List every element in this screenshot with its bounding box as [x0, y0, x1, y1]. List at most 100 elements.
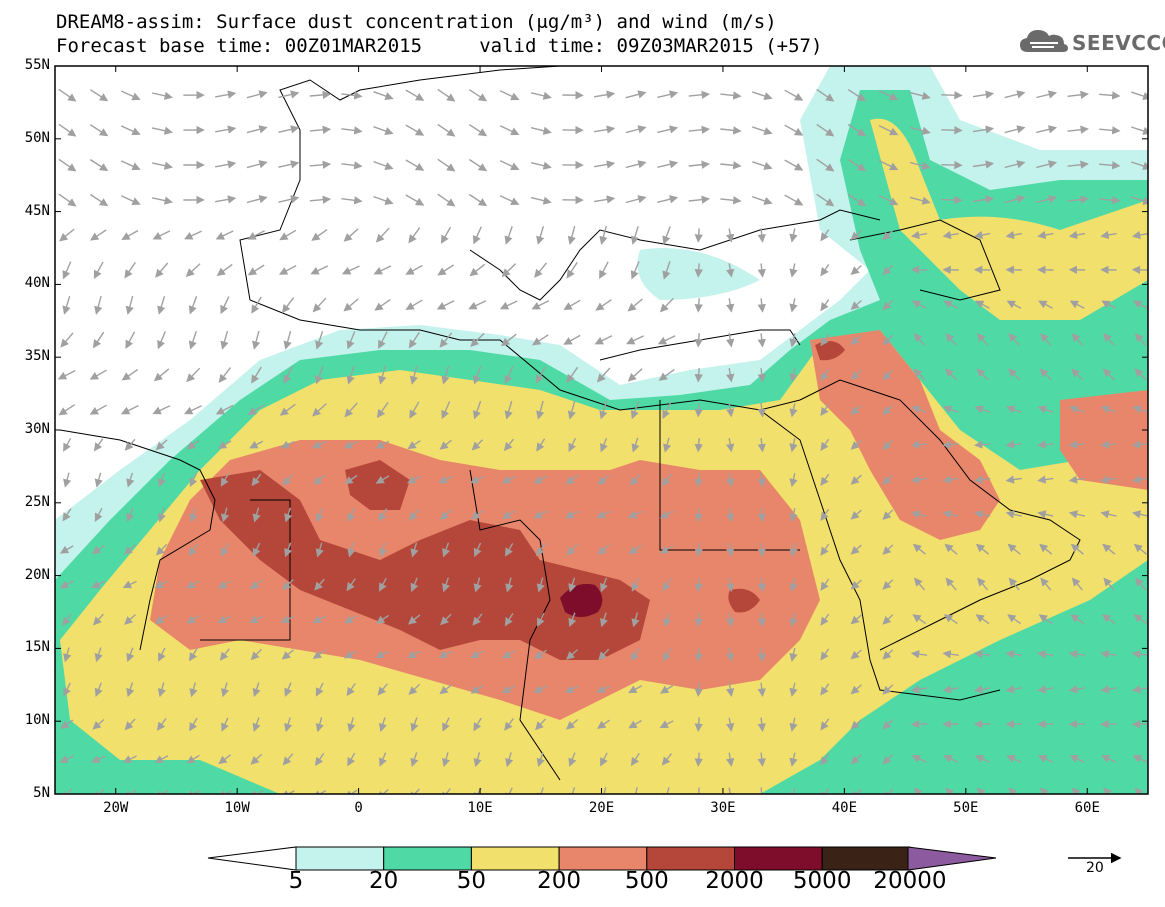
wind-arrow: [659, 510, 674, 519]
wind-arrow: [789, 507, 798, 523]
wind-arrow: [410, 752, 419, 768]
wind-arrow: [850, 789, 862, 794]
wind-vector-field: [57, 88, 1148, 794]
wind-arrow: [694, 368, 703, 383]
lat-label: 25N: [24, 493, 50, 510]
axis-ticks: [55, 65, 1148, 795]
wind-arrow: [120, 90, 141, 101]
wind-arrow: [1005, 440, 1022, 449]
wind-arrow: [312, 403, 327, 417]
wind-arrow: [185, 263, 201, 277]
seevccc-logo: SEEVCCC: [1018, 26, 1165, 58]
wind-arrow: [726, 403, 735, 418]
wind-arrow: [89, 369, 107, 380]
wind-arrow: [563, 334, 581, 345]
wind-arrow: [627, 298, 643, 312]
wind-arrow: [442, 752, 451, 768]
colorbar-label: 200: [537, 868, 582, 894]
wind-arrow: [282, 474, 294, 486]
wind-arrow: [217, 580, 232, 589]
wind-arrow: [378, 508, 388, 522]
wind-arrow: [850, 439, 862, 450]
wind-arrow: [1039, 368, 1052, 381]
wind-arrow: [688, 125, 710, 134]
colorbar-swatch: [558, 846, 648, 871]
wind-arrow: [1037, 405, 1054, 414]
wind-arrow: [566, 366, 579, 384]
wind-arrow: [473, 542, 482, 558]
wind-arrow: [942, 230, 959, 240]
wind-arrow: [375, 650, 390, 659]
wind-arrow: [252, 682, 261, 698]
wind-arrow: [91, 755, 106, 763]
wind-arrow: [1130, 161, 1148, 170]
wind-arrow: [499, 90, 520, 101]
wind-arrow: [882, 509, 894, 520]
wind-arrow: [972, 195, 995, 204]
wind-arrow: [1134, 333, 1147, 346]
wind-arrow: [912, 614, 927, 625]
wind-arrow: [662, 401, 672, 419]
wind-arrow: [408, 331, 420, 349]
wind-arrow: [720, 126, 742, 135]
wind-arrow: [215, 195, 237, 204]
wind-arrow: [408, 788, 420, 794]
wind-arrow: [784, 124, 804, 136]
wind-arrow: [247, 404, 265, 416]
wind-arrow: [310, 265, 329, 275]
wind-arrow: [847, 193, 867, 207]
lon-label: 0: [354, 800, 363, 816]
wind-arrow: [505, 542, 514, 557]
lat-label: 15N: [24, 639, 50, 656]
wind-arrow: [151, 196, 173, 205]
wind-arrow: [847, 158, 867, 172]
wind-arrow: [820, 473, 830, 486]
wind-arrow: [820, 578, 830, 591]
wind-arrow: [408, 227, 421, 244]
wind-arrow: [533, 685, 548, 693]
wind-arrow: [309, 90, 332, 100]
wind-arrow: [439, 684, 453, 695]
wind-arrow: [789, 682, 798, 697]
wind-arrow: [407, 440, 421, 450]
wind-arrow: [217, 790, 232, 794]
wind-arrow: [688, 160, 710, 169]
wind-arrow: [1132, 405, 1148, 414]
wind-arrow: [694, 438, 703, 453]
wind-arrow: [820, 403, 830, 417]
wind-arrow: [882, 334, 894, 346]
wind-arrow: [941, 90, 963, 100]
lat-label: 30N: [24, 421, 50, 437]
wind-arrow: [593, 125, 616, 134]
wind-arrow: [63, 682, 71, 697]
wind-arrow: [1005, 475, 1022, 484]
wind-arrow: [468, 300, 487, 310]
wind-arrow: [784, 194, 804, 206]
wind-arrow: [757, 717, 766, 732]
wind-arrow: [472, 400, 482, 420]
wind-arrow: [1007, 543, 1021, 555]
wind-arrow: [502, 510, 516, 519]
wind-arrow: [92, 718, 105, 730]
lon-label: 20W: [103, 800, 129, 816]
wind-arrow: [568, 577, 577, 593]
wind-arrow: [1004, 125, 1026, 134]
wind-arrow: [594, 335, 613, 345]
wind-arrow: [975, 614, 990, 625]
wind-arrow: [347, 507, 356, 522]
wind-arrow: [341, 196, 363, 205]
wind-arrow: [1099, 161, 1121, 170]
wind-arrow: [625, 195, 647, 204]
wind-arrow: [405, 89, 425, 101]
wind-arrow: [1006, 300, 1022, 309]
wind-arrow: [89, 404, 107, 415]
wind-arrow: [1068, 685, 1086, 694]
wind-arrow: [596, 510, 611, 519]
wind-arrow: [250, 648, 262, 661]
wind-arrow: [944, 543, 958, 555]
wind-arrow: [284, 682, 293, 697]
wind-arrow: [850, 509, 862, 520]
wind-arrow: [882, 649, 894, 660]
wind-arrow: [911, 300, 927, 309]
wind-arrow: [439, 332, 453, 348]
